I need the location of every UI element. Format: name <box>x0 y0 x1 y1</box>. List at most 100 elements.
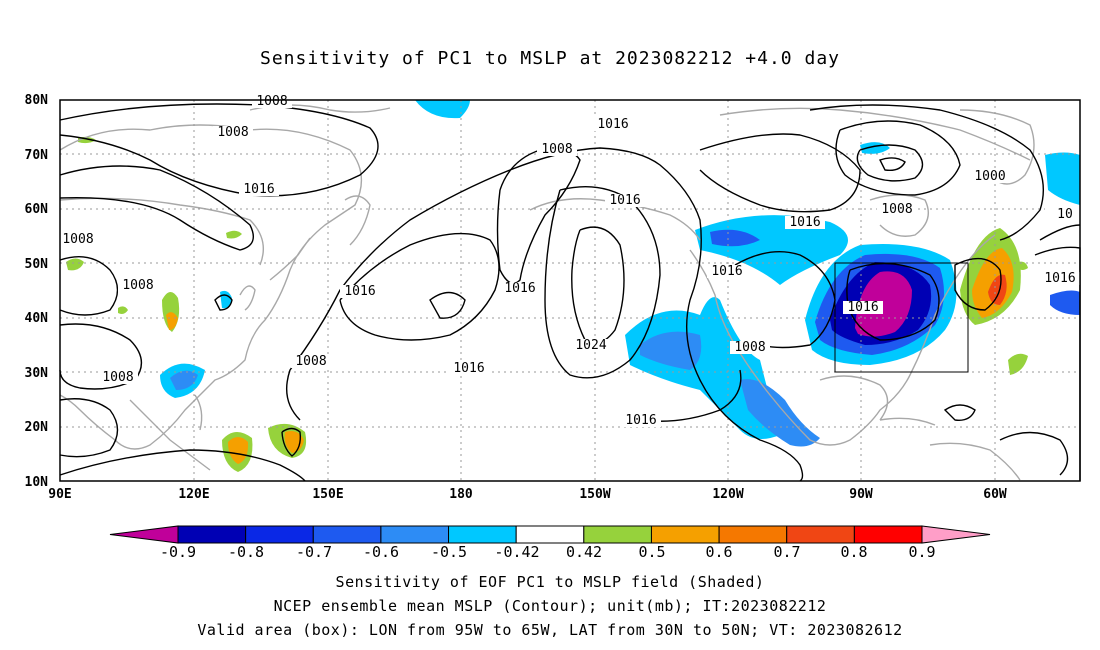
colorbar-tick-label: -0.9 <box>159 543 197 561</box>
contour-label-bg <box>1045 208 1085 221</box>
colorbar-segment <box>380 525 450 544</box>
colorbar-tick-label: 0.9 <box>908 543 936 561</box>
contour-label: 1008 <box>881 202 912 217</box>
lon-label: 120W <box>712 487 743 502</box>
shade-green-small3 <box>118 306 128 314</box>
shade-green-small2 <box>226 230 242 239</box>
coast-south-america <box>929 442 1021 481</box>
colorbar-segment <box>853 525 923 544</box>
contour-label: 1016 <box>609 193 640 208</box>
lon-label: 180 <box>449 487 473 502</box>
lon-label: 150E <box>312 487 343 502</box>
contour-label: 1008 <box>62 232 93 247</box>
contour-label: 1016 <box>504 281 535 296</box>
lon-label: 90W <box>849 487 873 502</box>
contour-label: 1016 <box>711 264 742 279</box>
grid-layer <box>60 100 1080 481</box>
contour-label: 1008 <box>295 354 326 369</box>
lon-label: 90E <box>48 487 71 502</box>
colorbar-segment <box>515 525 585 544</box>
contour-label: 1008 <box>541 142 572 157</box>
coast-hudson <box>869 194 929 237</box>
contour-label: 1008 <box>734 340 765 355</box>
contour-label: 1016 <box>789 215 820 230</box>
colorbar-segment <box>177 525 247 544</box>
shade-ne-pacific-inner <box>710 229 760 247</box>
lat-label: 40N <box>25 311 49 326</box>
shade-atl-right <box>1045 152 1080 205</box>
colorbar-segment <box>312 525 382 544</box>
contour-label: 1016 <box>625 413 656 428</box>
colorbar-tick-label: -0.6 <box>362 543 400 561</box>
colorbar-segment <box>245 525 314 544</box>
colorbar-tick-label: 0.8 <box>840 543 868 561</box>
lon-label: 120E <box>178 487 209 502</box>
contour-label: 1000 <box>974 169 1005 184</box>
caption-shading: Sensitivity of EOF PC1 to MSLP field (Sh… <box>335 573 765 591</box>
contour-label-bg <box>593 118 633 131</box>
colorbar <box>109 525 991 544</box>
contour-label-bg <box>340 285 380 298</box>
shade-wpac-orange1 <box>228 437 249 464</box>
lon-label: 150W <box>579 487 610 502</box>
contour-label-bg <box>571 339 611 352</box>
colorbar-tick-label: 0.7 <box>773 543 801 561</box>
shade-arctic <box>415 100 470 119</box>
coast-philippines <box>194 394 203 431</box>
contour-label-bg <box>239 183 279 196</box>
coast-kamchatka <box>344 195 371 246</box>
contour-label-bg <box>970 170 1010 183</box>
colorbar-tick-label: -0.7 <box>295 543 333 561</box>
contour-label: 10 <box>1057 207 1073 222</box>
coast-japan <box>269 237 311 281</box>
shade-atlantic-red <box>988 274 1007 305</box>
contour-label-bg <box>449 362 489 375</box>
contour-label-bg <box>621 414 661 427</box>
colorbar-segment <box>786 525 855 544</box>
colorbar-tick-label: -0.5 <box>430 543 468 561</box>
shade-east-asia-blue <box>170 370 198 390</box>
contour-label-bg <box>707 265 747 278</box>
colorbar-segment <box>448 525 517 544</box>
contour-label-bg <box>118 279 158 292</box>
colorbar-segment <box>583 525 652 544</box>
shade-us-magenta <box>855 271 912 337</box>
contour-label-bg <box>500 282 540 295</box>
contour-label-bg <box>537 143 577 156</box>
coast-north-america <box>689 234 996 446</box>
contour-label: 1016 <box>597 117 628 132</box>
lat-label: 60N <box>25 202 49 217</box>
map-frame <box>59 99 1081 482</box>
lat-label: 70N <box>25 148 49 163</box>
valid-area-box <box>834 262 969 373</box>
shade-atl-right2 <box>1050 290 1080 315</box>
colorbar-tick-label: -0.8 <box>227 543 265 561</box>
shade-green-small5 <box>1018 261 1028 270</box>
lat-label: 20N <box>25 420 49 435</box>
colorbar-right-triangle <box>921 525 991 544</box>
lat-label: 30N <box>25 366 49 381</box>
lat-label: 50N <box>25 257 49 272</box>
coast-canada-north <box>719 107 1031 161</box>
contour-label-bg <box>605 194 645 207</box>
contour-label: 1016 <box>344 284 375 299</box>
contour-label-bg <box>843 301 883 314</box>
shade-west-green <box>66 258 84 271</box>
contour-label: 1008 <box>256 94 287 109</box>
shade-china-orange <box>166 312 178 330</box>
shade-green-small4 <box>1008 353 1028 375</box>
colorbar-tick-label: 0.42 <box>565 543 603 561</box>
colorbar-left-triangle <box>109 525 179 544</box>
map-title: Sensitivity of PC1 to MSLP at 2023082212… <box>259 48 840 69</box>
coast-gulf <box>819 375 889 421</box>
axis-label-layer: 80N 70N 60N 50N 40N 30N 20N 10N 90E 120E… <box>25 93 1007 502</box>
contour-label-bg <box>877 203 917 216</box>
coast-asia <box>59 124 363 450</box>
caption-contour: NCEP ensemble mean MSLP (Contour); unit(… <box>273 597 827 615</box>
colorbar-segment <box>650 525 720 544</box>
contour-label: 1024 <box>575 338 606 353</box>
contour-label-bg <box>98 371 138 384</box>
contour-label: 1008 <box>102 370 133 385</box>
contour-label-bg <box>252 95 292 108</box>
caption-valid-area: Valid area (box): LON from 95W to 65W, L… <box>197 621 903 639</box>
